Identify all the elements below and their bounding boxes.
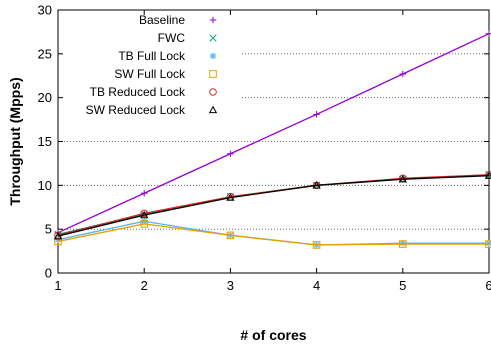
legend-label: SW Full Lock <box>114 67 186 81</box>
legend-item: FWC <box>158 31 217 45</box>
y-tick-label: 20 <box>38 90 52 105</box>
data-point <box>226 193 235 201</box>
x-tick-label: 3 <box>227 278 234 293</box>
data-point <box>209 16 217 24</box>
data-point <box>209 52 217 60</box>
legend-label: FWC <box>158 31 186 45</box>
tick-labels: 0 5 10 15 20 25 30 1 2 3 4 5 6 <box>38 3 491 294</box>
y-tick-label: 15 <box>38 134 52 149</box>
y-axis-label: Throughput (Mpps) <box>7 77 23 205</box>
legend-label: Baseline <box>139 13 185 27</box>
x-tick-label: 6 <box>485 278 491 293</box>
y-tick-label: 30 <box>38 3 52 18</box>
legend: Baseline FWC TB Full Lock SW Full Lock TB Re… <box>86 13 218 117</box>
data-point <box>399 240 407 248</box>
legend-item: SW Reduced Lock <box>86 103 218 117</box>
data-point <box>53 231 63 240</box>
legend-label: SW Reduced Lock <box>86 103 186 117</box>
legend-label: TB Full Lock <box>118 49 186 63</box>
data-point <box>209 88 217 96</box>
data-point <box>208 105 218 114</box>
data-point <box>398 174 407 183</box>
data-point <box>227 150 234 158</box>
data-point <box>226 231 235 240</box>
series-line <box>57 223 489 246</box>
x-tick-label: 1 <box>54 278 61 293</box>
data-point <box>140 189 148 197</box>
legend-item: SW Full Lock <box>114 67 217 81</box>
data-point <box>140 220 148 228</box>
legend-label: TB Reduced Lock <box>90 85 186 99</box>
y-tick-label: 10 <box>38 178 52 193</box>
data-point <box>140 210 149 219</box>
y-tick-label: 5 <box>45 222 52 237</box>
x-tick-label: 4 <box>313 278 320 293</box>
series-line <box>57 175 490 237</box>
data-point <box>312 181 321 189</box>
series-sw-full-lock <box>54 220 491 249</box>
series-line <box>57 33 490 234</box>
axes <box>57 9 490 274</box>
data-point <box>140 209 148 218</box>
legend-item: TB Full Lock <box>118 49 217 63</box>
data-point <box>209 34 217 42</box>
legend-item: Baseline <box>139 13 217 27</box>
series-group <box>53 30 491 249</box>
series-sw-reduced-lock <box>53 171 491 240</box>
x-tick-label: 5 <box>399 278 406 293</box>
legend-item: TB Reduced Lock <box>90 85 217 99</box>
data-point <box>485 240 491 248</box>
x-tick-label: 2 <box>141 278 148 293</box>
data-point <box>399 70 407 78</box>
data-point <box>209 70 217 78</box>
gridlines <box>58 53 489 230</box>
series-line <box>57 220 489 246</box>
data-point <box>312 241 321 249</box>
x-axis-label: # of cores <box>240 327 306 343</box>
y-tick-label: 0 <box>45 266 52 281</box>
data-point <box>485 30 491 37</box>
data-point <box>313 111 320 118</box>
y-tick-label: 25 <box>38 46 52 61</box>
